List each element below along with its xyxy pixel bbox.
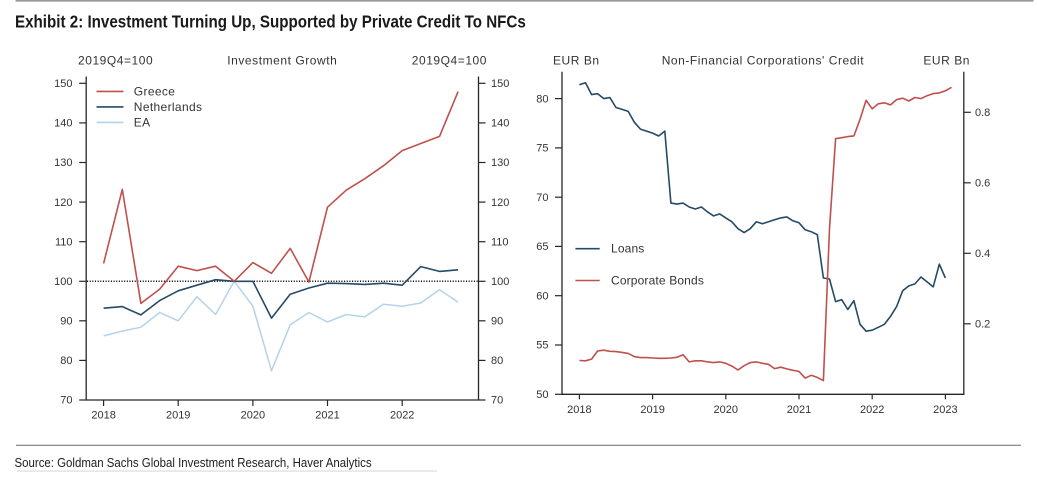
- svg-text:150: 150: [491, 78, 509, 90]
- svg-text:2020: 2020: [241, 410, 265, 422]
- svg-text:2018: 2018: [567, 404, 591, 416]
- svg-text:55: 55: [536, 340, 548, 352]
- svg-text:EA: EA: [134, 116, 151, 130]
- svg-text:EUR Bn: EUR Bn: [553, 53, 600, 67]
- svg-text:2019: 2019: [166, 410, 190, 422]
- svg-text:100: 100: [54, 276, 72, 288]
- svg-text:2021: 2021: [315, 410, 339, 422]
- svg-text:2020: 2020: [714, 404, 738, 416]
- svg-text:2022: 2022: [860, 404, 884, 416]
- svg-text:90: 90: [491, 316, 503, 328]
- svg-text:75: 75: [536, 143, 548, 155]
- svg-text:120: 120: [54, 197, 72, 209]
- svg-text:0.4: 0.4: [975, 248, 990, 260]
- svg-text:Exhibit 2: Investment Turning: Exhibit 2: Investment Turning Up, Suppor…: [15, 12, 526, 31]
- svg-text:120: 120: [491, 197, 509, 209]
- svg-text:2019Q4=100: 2019Q4=100: [78, 53, 153, 67]
- svg-text:140: 140: [54, 118, 72, 130]
- svg-text:2023: 2023: [933, 404, 957, 416]
- svg-text:Investment Growth: Investment Growth: [227, 53, 337, 67]
- svg-text:70: 70: [60, 395, 72, 407]
- svg-text:0.2: 0.2: [975, 319, 990, 331]
- svg-text:EUR Bn: EUR Bn: [923, 53, 970, 67]
- svg-text:Greece: Greece: [134, 85, 175, 99]
- svg-text:80: 80: [491, 355, 503, 367]
- svg-text:60: 60: [536, 290, 548, 302]
- svg-text:100: 100: [491, 276, 509, 288]
- svg-text:70: 70: [491, 395, 503, 407]
- svg-text:110: 110: [491, 236, 509, 248]
- svg-text:140: 140: [491, 118, 509, 130]
- svg-text:Source: Goldman Sachs Global I: Source: Goldman Sachs Global Investment …: [15, 455, 372, 470]
- svg-text:2019Q4=100: 2019Q4=100: [412, 53, 487, 67]
- svg-text:150: 150: [54, 78, 72, 90]
- svg-text:80: 80: [60, 355, 72, 367]
- svg-text:80: 80: [536, 93, 548, 105]
- svg-text:2022: 2022: [390, 410, 414, 422]
- svg-text:130: 130: [491, 157, 509, 169]
- svg-text:65: 65: [536, 241, 548, 253]
- svg-text:2019: 2019: [640, 404, 664, 416]
- svg-text:2018: 2018: [91, 410, 115, 422]
- svg-text:Corporate Bonds: Corporate Bonds: [611, 274, 704, 288]
- svg-text:90: 90: [60, 316, 72, 328]
- svg-text:50: 50: [536, 389, 548, 401]
- svg-text:2021: 2021: [787, 404, 811, 416]
- svg-text:130: 130: [54, 157, 72, 169]
- svg-text:Non-Financial Corporations' Cr: Non-Financial Corporations' Credit: [662, 53, 865, 67]
- svg-text:0.6: 0.6: [975, 178, 990, 190]
- svg-text:Loans: Loans: [611, 242, 644, 256]
- svg-text:0.8: 0.8: [975, 107, 990, 119]
- svg-text:Netherlands: Netherlands: [134, 100, 203, 114]
- svg-text:70: 70: [536, 192, 548, 204]
- svg-text:110: 110: [55, 236, 73, 248]
